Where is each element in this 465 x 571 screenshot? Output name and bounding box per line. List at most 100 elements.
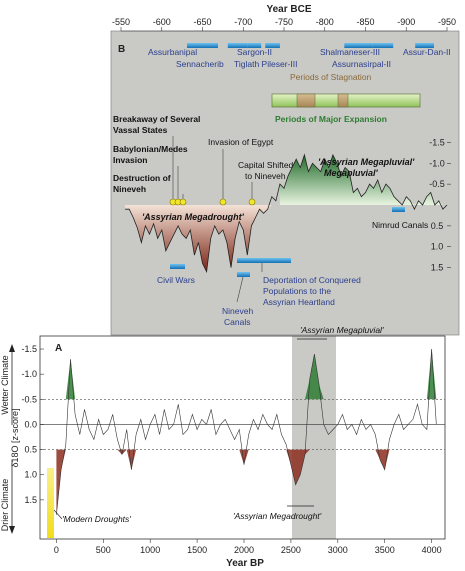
reign-bar — [372, 43, 394, 48]
panel-b-x-axis: -550 -600 -650 -700 -750 -800 -850 -900 -950 — [112, 17, 456, 32]
deportation-bar — [237, 258, 291, 263]
panel-a-gridlines — [40, 399, 445, 450]
panel-b-y-axis: -1.5 -1.0 -0.5 0.5 1.0 1.5 — [429, 137, 451, 273]
event-deportation-2: Populations to the — [263, 286, 331, 296]
panel-a-x-tick-label: 500 — [96, 545, 111, 555]
panel-b-y-tick-label: -1.5 — [429, 137, 445, 147]
highlight-modern — [47, 468, 54, 538]
wetter-arrowhead — [9, 344, 15, 352]
event-deportation-1: Deportation of Conquered — [263, 275, 361, 285]
drier-label: Drier Climate — [0, 479, 10, 532]
panel-b-y-tick-label: 1.5 — [431, 263, 444, 273]
panel-b-x-tick-label: -750 — [275, 17, 293, 27]
event-deportation-3: Assyrian Heartland — [263, 297, 335, 307]
reign-label-shalmaneser: Shalmaneser-III — [320, 47, 380, 57]
panel-b-series-line — [125, 153, 448, 274]
panel-a-y-tick-label: 1.5 — [24, 495, 37, 505]
panel-b-y-tick-label: 1.0 — [431, 242, 444, 252]
civil-wars-bar — [170, 264, 185, 269]
panel-b-x-title: Year BCE — [266, 4, 311, 15]
megapluvial-label-b-2: Megapluvial' — [324, 168, 379, 178]
panel-a-x-axis: 0 500 1000 1500 2000 2500 3000 3500 4000 — [54, 539, 442, 555]
reign-label-sennacherib: Sennacherib — [176, 59, 224, 69]
event-nineveh-canals-2: Canals — [224, 317, 250, 327]
event-capital-1: Capital Shifted — [238, 160, 294, 170]
reign-bar — [247, 43, 262, 48]
drier-arrowhead — [9, 526, 15, 534]
event-capital-2: to Nineveh — [245, 171, 286, 181]
event-destruction-2: Nineveh — [113, 184, 146, 194]
panel-b-y-tick-label: -1.0 — [429, 158, 445, 168]
nimrud-bar — [392, 207, 405, 212]
modern-droughts-leader — [53, 509, 63, 520]
megadrought-label-a: 'Assyrian Megadrought' — [233, 511, 322, 521]
panel-b-x-tick-label: -650 — [193, 17, 211, 27]
panel-a-y-title: δ18O [z-score] — [10, 408, 20, 467]
event-breakaway-1: Breakaway of Several — [113, 114, 200, 124]
panel-b-y-tick-label: -0.5 — [429, 179, 445, 189]
modern-droughts-label: 'Modern Droughts' — [62, 514, 131, 524]
event-babylon-2: Invasion — [113, 155, 147, 165]
megadrought-label-b: 'Assyrian Megadrought' — [142, 212, 245, 222]
panel-a-frame — [39, 335, 446, 540]
reign-label-assurdan: Assur-Dan-II — [403, 47, 451, 57]
panel-b-x-tick-label: -800 — [316, 17, 334, 27]
panel-a-y-tick-label: -0.5 — [21, 394, 37, 404]
stagnation-bar-2 — [337, 93, 349, 108]
panel-b-x-tick-label: -850 — [356, 17, 374, 27]
panel-b-y-tick-label: 0.5 — [431, 221, 444, 231]
reign-bar — [265, 43, 280, 48]
panel-a-drought-fill — [56, 449, 437, 515]
marker-destruction — [179, 198, 187, 206]
marker-capital — [248, 198, 256, 206]
reign-label-assurnasirpal: Assurnasirpal-II — [332, 59, 391, 69]
stagnation-label: Periods of Stagnation — [290, 72, 372, 82]
panel-a-y-tick-label: -1.0 — [21, 369, 37, 379]
reign-label-assurbanipal: Assurbanipal — [148, 47, 197, 57]
panel-a-x-tick-label: 4000 — [422, 545, 442, 555]
leader-nineveh-canals — [236, 276, 244, 303]
marker-egypt — [219, 198, 227, 206]
megapluvial-label-a: 'Assyrian Megapluvial' — [300, 325, 384, 335]
panel-a-x-tick-label: 2000 — [234, 545, 254, 555]
panel-b-x-tick-label: -950 — [438, 17, 456, 27]
event-civil-wars: Civil Wars — [157, 275, 195, 285]
panel-a-x-tick-label: 2500 — [281, 545, 301, 555]
stagnation-bar-1 — [296, 93, 316, 108]
panel-a-pluvial-fill — [56, 349, 437, 400]
reign-bar — [344, 43, 373, 48]
reign-bars — [187, 43, 434, 48]
nineveh-canals-bar — [237, 272, 250, 277]
wetter-label: Wetter Climate — [0, 355, 10, 414]
panel-b-x-tick-label: -550 — [112, 17, 130, 27]
reign-label-sargon: Sargon-II — [237, 47, 272, 57]
panel-a-y-axis: -1.5 -1.0 -0.5 0.0 0.5 1.0 1.5 — [21, 344, 44, 505]
reign-bar — [227, 43, 248, 48]
expansion-label: Periods of Major Expansion — [275, 114, 387, 124]
reign-bar — [187, 43, 218, 48]
panel-a-x-tick-label: 3500 — [375, 545, 395, 555]
event-breakaway-2: Vassal States — [113, 125, 168, 135]
panel-a-label: A — [55, 343, 62, 354]
panel-b-x-tick-label: -700 — [234, 17, 252, 27]
panel-a-x-tick-label: 1500 — [187, 545, 207, 555]
event-egypt: Invasion of Egypt — [208, 137, 274, 147]
panel-a-x-tick-label: 1000 — [140, 545, 160, 555]
panel-b-x-tick-label: -900 — [397, 17, 415, 27]
reign-bar — [415, 43, 434, 48]
panel-a-y-tick-label: 0.5 — [24, 445, 37, 455]
megapluvial-label-b: 'Assyrian Megapluvial' — [318, 157, 415, 167]
panel-b-x-tick-label: -600 — [153, 17, 171, 27]
megapluvial-fill — [279, 154, 447, 205]
panel-a-y-tick-label: 0.0 — [24, 419, 37, 429]
event-nimrud: Nimrud Canals — [372, 220, 428, 230]
event-destruction-1: Destruction of — [113, 173, 171, 183]
reign-label-tiglath: Tiglath Pileser-III — [234, 59, 297, 69]
panel-a-series-line — [56, 348, 437, 515]
panel-a-x-title: Year BP — [226, 558, 264, 569]
event-nineveh-canals-1: Nineveh — [222, 306, 253, 316]
panel-b-background — [110, 30, 460, 336]
panel-a-y-tick-label: 1.0 — [24, 470, 37, 480]
panel-a-x-tick-label: 0 — [54, 545, 59, 555]
